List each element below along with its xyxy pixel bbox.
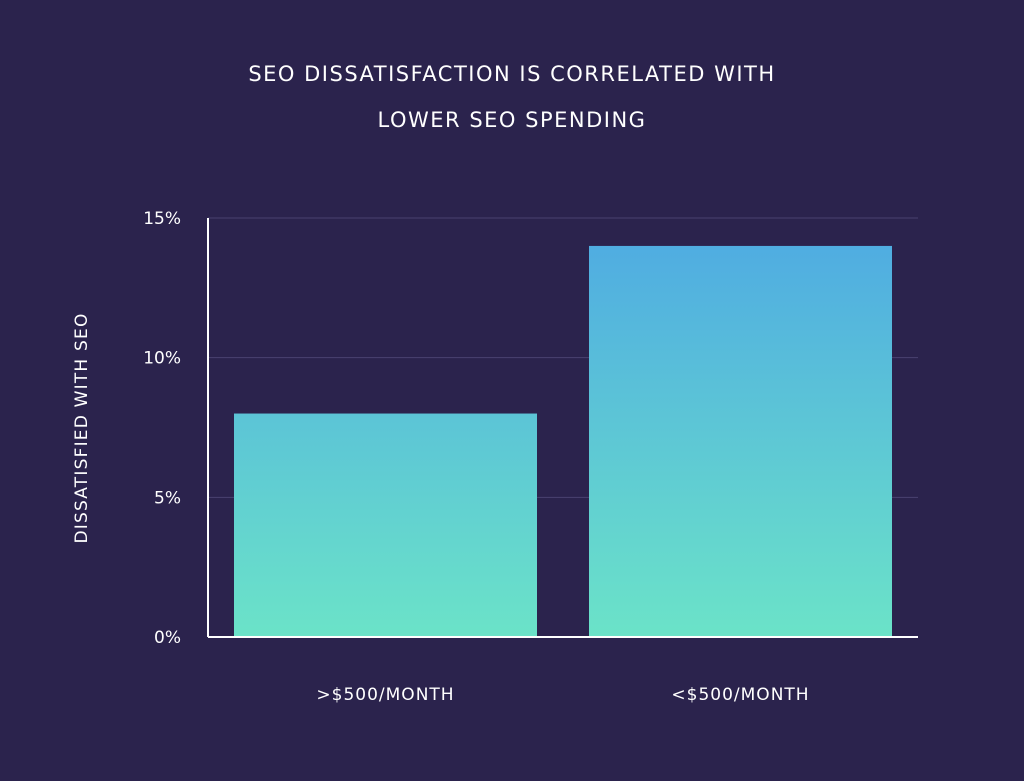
- y-axis-title: DISSATISFIED WITH SEO: [72, 312, 92, 543]
- x-category-labels: >$500/MONTH <$500/MONTH: [316, 685, 809, 705]
- chart-title-line-1: SEO DISSATISFACTION IS CORRELATED WITH: [248, 62, 776, 86]
- y-tick-labels: 0% 5% 10% 15%: [143, 209, 181, 648]
- bar-2: [589, 245, 892, 637]
- x-category-label: <$500/MONTH: [671, 685, 809, 705]
- y-tick-label: 15%: [143, 209, 181, 229]
- chart-title-line-2: LOWER SEO SPENDING: [377, 108, 647, 132]
- y-tick-label: 5%: [154, 488, 181, 508]
- axes: [207, 218, 918, 638]
- x-category-label: >$500/MONTH: [316, 685, 454, 705]
- y-tick-label: 10%: [143, 349, 181, 369]
- y-tick-label: 0%: [154, 628, 181, 648]
- bars: [234, 245, 892, 637]
- bar-1: [234, 413, 537, 637]
